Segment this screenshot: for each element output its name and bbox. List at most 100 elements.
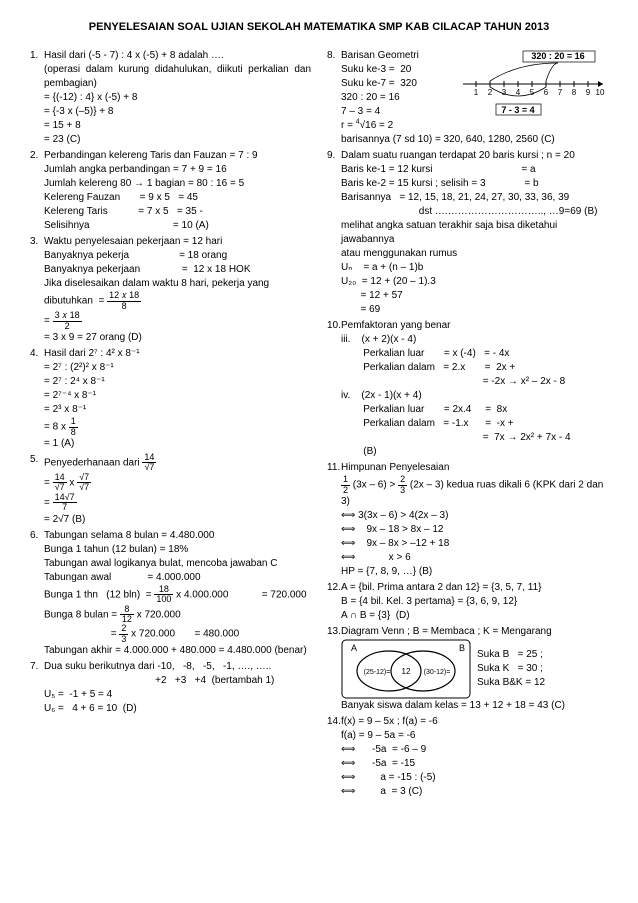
q7-num: 7.	[30, 660, 44, 716]
svg-text:(30-12)=: (30-12)=	[424, 669, 451, 676]
q3-num: 3.	[30, 235, 44, 345]
q1-num: 1.	[30, 49, 44, 147]
q5-l3: = 14√77	[44, 493, 311, 513]
q11-l1: Himpunan Penyelesaian	[341, 461, 608, 475]
question-12: 12. A = {bil. Prima antara 2 dan 12} = {…	[327, 581, 608, 623]
q9-l10: = 12 + 57	[341, 289, 608, 303]
q11-l3: ⟺ 3(3x – 6) > 4(2x – 3)	[341, 509, 608, 523]
content-columns: 1. Hasil dari (-5 - 7) : 4 x (-5) + 8 ad…	[30, 49, 608, 801]
q9-num: 9.	[327, 149, 341, 317]
q1-l3: = {(-12) : 4} x (-5) + 8	[44, 91, 311, 105]
q6-l3: Tabungan awal logikanya bulat, mencoba j…	[44, 557, 311, 571]
q14-l4: ⟺ -5a = -15	[341, 757, 608, 771]
svg-text:9: 9	[586, 88, 591, 97]
q3-l6: = 3 𝑥 182	[44, 311, 311, 331]
question-9: 9. Dalam suatu ruangan terdapat 20 baris…	[327, 149, 608, 317]
q2-l1: Perbandingan kelereng Taris dan Fauzan =…	[44, 149, 311, 163]
q14-l6: ⟺ a = 3 (C)	[341, 785, 608, 799]
svg-text:6: 6	[544, 88, 549, 97]
q4-l5: = 2³ x 8⁻¹	[44, 403, 311, 417]
question-4: 4. Hasil dari 2⁷ : 4² x 8⁻¹ = 2⁷ : (2²)²…	[30, 347, 311, 451]
q9-l7: atau menggunakan rumus	[341, 247, 608, 261]
q6-num: 6.	[30, 529, 44, 659]
q12-l3: A ∩ B = {3} (D)	[341, 609, 608, 623]
question-14: 14. f(x) = 9 – 5x ; f(a) = -6 f(a) = 9 –…	[327, 715, 608, 799]
q6-l6: Bunga 8 bulan = 812 x 720.000	[44, 605, 311, 625]
q13-l1: Diagram Venn ; B = Membaca ; K = Mengara…	[341, 625, 608, 639]
q9-l6: melihat angka satuan terakhir saja bisa …	[341, 219, 608, 247]
q9-l5: dst ….……………………….., …9=69 (B)	[341, 205, 608, 219]
q1-l6: = 23 (C)	[44, 133, 311, 147]
q3-l4: Jika diselesaikan dalam waktu 8 hari, pe…	[44, 277, 311, 291]
q13-l5: Banyak siswa dalam kelas = 13 + 12 + 18 …	[341, 699, 608, 713]
svg-text:2: 2	[488, 88, 493, 97]
q6-l4: Tabungan awal = 4.000.000	[44, 571, 311, 585]
q9-l8: Uₙ = a + (n – 1)b	[341, 261, 608, 275]
q9-l4: Barisannya = 12, 15, 18, 21, 24, 27, 30,…	[341, 191, 608, 205]
q7-l1: Dua suku berikutnya dari -10, -8, -5, -1…	[44, 660, 311, 674]
q5-l2: = 14√7 x √7√7	[44, 473, 311, 493]
q4-l2: = 2⁷ : (2²)² x 8⁻¹	[44, 361, 311, 375]
svg-text:5: 5	[530, 88, 535, 97]
q1-l4: = {-3 x (–5)} + 8	[44, 105, 311, 119]
q8-l3: Suku ke-7 = 320	[341, 77, 452, 91]
q10-l8: Perkalian dalam = -1.x = -x +	[341, 417, 608, 431]
q7-l3: U₅ = -1 + 5 = 4	[44, 688, 311, 702]
svg-text:B: B	[459, 643, 465, 653]
q8-l5: 7 – 3 = 4	[341, 105, 452, 119]
q7-l4: U₆ = 4 + 6 = 10 (D)	[44, 702, 311, 716]
q1-l2: (operasi dalam kurung didahulukan, diiku…	[44, 63, 311, 91]
q11-l4: ⟺ 9x – 18 > 8x – 12	[341, 523, 608, 537]
q2-l2: Jumlah angka perbandingan = 7 + 9 = 16	[44, 163, 311, 177]
q2-l4: Kelereng Fauzan = 9 x 5 = 45	[44, 191, 311, 205]
question-13: 13. Diagram Venn ; B = Membaca ; K = Men…	[327, 625, 608, 713]
q5-num: 5.	[30, 453, 44, 527]
left-column: 1. Hasil dari (-5 - 7) : 4 x (-5) + 8 ad…	[30, 49, 311, 801]
q12-l1: A = {bil. Prima antara 2 dan 12} = {3, 5…	[341, 581, 608, 595]
q4-num: 4.	[30, 347, 44, 451]
q9-l9: U₂₀ = 12 + (20 – 1).3	[341, 275, 608, 289]
q14-l1: f(x) = 9 – 5x ; f(a) = -6	[341, 715, 608, 729]
q11-l7: HP = {7, 8, 9, …} (B)	[341, 565, 608, 579]
q12-l2: B = {4 bil. Kel. 3 pertama} = {3, 6, 9, …	[341, 595, 608, 609]
q1-l5: = 15 + 8	[44, 119, 311, 133]
question-1: 1. Hasil dari (-5 - 7) : 4 x (-5) + 8 ad…	[30, 49, 311, 147]
q3-l1: Waktu penyelesaian pekerjaan = 12 hari	[44, 235, 311, 249]
q12-num: 12.	[327, 581, 341, 623]
q2-l6: Selisihnya = 10 (A)	[44, 219, 311, 233]
q6-l2: Bunga 1 tahun (12 bulan) = 18%	[44, 543, 311, 557]
q8-l6: r = 4√16 = 2	[341, 119, 452, 133]
q10-l10: (B)	[341, 445, 608, 459]
q1-l1: Hasil dari (-5 - 7) : 4 x (-5) + 8 adala…	[44, 49, 311, 63]
q10-l4: Perkalian dalam = 2.x = 2x +	[341, 361, 608, 375]
q6-l7: = 23 x 720.000 = 480.000	[44, 624, 311, 644]
q8-l4: 320 : 20 = 16	[341, 91, 452, 105]
q4-l6: = 8 x 18	[44, 417, 311, 437]
q10-l7: Perkalian luar = 2x.4 = 8x	[341, 403, 608, 417]
venn-diagram: A B (25-12)= 12 (30-12)=	[341, 639, 471, 699]
q14-l3: ⟺ -5a = -6 – 9	[341, 743, 608, 757]
q8-num: 8.	[327, 49, 341, 147]
q11-l6: ⟺ x > 6	[341, 551, 608, 565]
svg-text:10: 10	[596, 88, 605, 97]
q11-l5: ⟺ 9x – 8x > –12 + 18	[341, 537, 608, 551]
q3-l2: Banyaknya pekerja = 18 orang	[44, 249, 311, 263]
q6-l1: Tabungan selama 8 bulan = 4.480.000	[44, 529, 311, 543]
right-column: 8. Barisan Geometri Suku ke-3 = 20 Suku …	[327, 49, 608, 801]
q10-l5: = -2x → x² – 2x - 8	[341, 375, 608, 389]
svg-text:(25-12)=: (25-12)=	[364, 669, 391, 676]
q2-l3: Jumlah kelereng 80 → 1 bagian = 80 : 16 …	[44, 177, 311, 191]
question-11: 11. Himpunan Penyelesaian 12 (3x – 6) > …	[327, 461, 608, 579]
svg-text:320 : 20 = 16: 320 : 20 = 16	[531, 51, 584, 61]
q11-l2: 12 (3x – 6) > 23 (2x – 3) kedua ruas dik…	[341, 475, 608, 509]
question-8: 8. Barisan Geometri Suku ke-3 = 20 Suku …	[327, 49, 608, 147]
q4-l1: Hasil dari 2⁷ : 4² x 8⁻¹	[44, 347, 311, 361]
q5-l4: = 2√7 (B)	[44, 513, 311, 527]
svg-text:A: A	[351, 643, 357, 653]
q10-l3: Perkalian luar = x (-4) = - 4x	[341, 347, 608, 361]
q7-l2: +2 +3 +4 (bertambah 1)	[44, 674, 311, 688]
q9-l11: = 69	[341, 303, 608, 317]
q14-l2: f(a) = 9 – 5a = -6	[341, 729, 608, 743]
q2-num: 2.	[30, 149, 44, 233]
question-10: 10. Pemfaktoran yang benar iii. (x + 2)(…	[327, 319, 608, 459]
